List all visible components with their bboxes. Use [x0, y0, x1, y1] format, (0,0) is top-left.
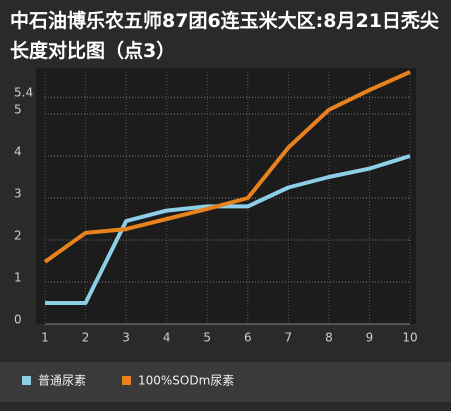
y-tick-label: 5	[14, 103, 22, 117]
x-tick-label: 6	[244, 331, 252, 345]
series-line	[45, 154, 411, 305]
plot-area	[36, 68, 416, 324]
y-tick-label: 1	[14, 271, 22, 285]
x-tick-label: 5	[203, 331, 211, 345]
x-tick-label: 4	[163, 331, 171, 345]
x-tick-label: 1	[41, 331, 49, 345]
x-tick-label: 8	[325, 331, 333, 345]
y-tick-label: 4	[14, 145, 22, 159]
series-line	[43, 70, 411, 264]
x-tick-label: 7	[285, 331, 293, 345]
y-tick-label: 3	[14, 187, 22, 201]
legend-label: 普通尿素	[38, 374, 86, 388]
legend-swatch	[22, 376, 31, 385]
legend-swatch	[122, 376, 131, 385]
y-tick-label: 5.4	[14, 86, 33, 100]
legend-label: 100%SODm尿素	[138, 374, 234, 388]
x-tick-label: 2	[82, 331, 90, 345]
legend-band	[0, 362, 451, 402]
y-tick-label: 0	[14, 313, 22, 327]
x-tick-label: 9	[366, 331, 374, 345]
x-tick-label: 10	[402, 331, 417, 345]
x-tick-label: 3	[122, 331, 130, 345]
chart-title: 中石油博乐农五师87团6连玉米大区:8月21日秃尖长度对比图（点3）	[10, 10, 439, 62]
y-tick-label: 2	[14, 229, 22, 243]
